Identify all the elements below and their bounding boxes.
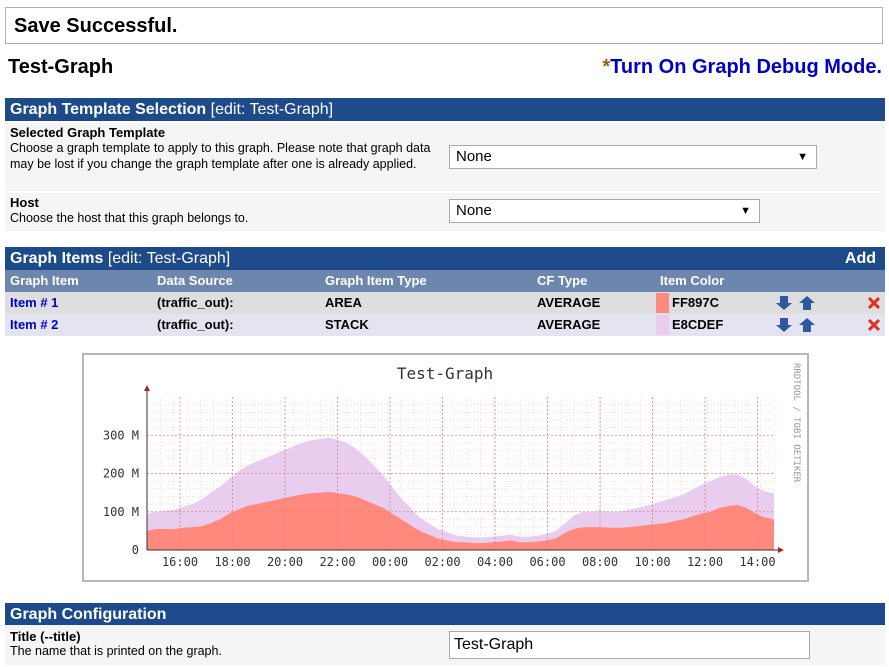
- item-color-hex: E8CDEF: [672, 317, 724, 332]
- y-tick-label: 200 M: [103, 467, 139, 481]
- delete-icon[interactable]: [868, 297, 880, 309]
- host-select[interactable]: None ▼: [449, 199, 760, 223]
- item-type: AREA: [325, 295, 362, 310]
- item-color-hex: FF897C: [672, 295, 719, 310]
- col-cf-type: CF Type: [537, 273, 588, 288]
- x-tick-label: 04:00: [477, 555, 513, 569]
- x-tick-label: 06:00: [529, 555, 565, 569]
- graph-preview: 16:00 18:00 20:00 22:00 00:00 02:00 04:00 06:00…: [82, 353, 809, 582]
- items-table-header: Graph Item Data Source Graph Item Type C…: [5, 270, 885, 292]
- y-tick-label: 0: [132, 543, 139, 557]
- item-cf: AVERAGE: [537, 295, 601, 310]
- config-title-desc: The name that is printed on the graph.: [10, 644, 222, 658]
- x-tick-label: 14:00: [739, 555, 775, 569]
- config-title-label: Title (--title): [10, 629, 81, 644]
- table-row: Item # 1 (traffic_out): AREA AVERAGE FF8…: [5, 292, 885, 314]
- item-link[interactable]: Item # 1: [10, 295, 59, 310]
- y-tick-label: 100 M: [103, 505, 139, 519]
- x-tick-label: 16:00: [162, 555, 198, 569]
- chart-title: Test-Graph: [397, 364, 493, 383]
- x-tick-label: 02:00: [424, 555, 460, 569]
- chevron-down-icon: ▼: [740, 205, 751, 217]
- page-title: Test-Graph: [8, 56, 114, 78]
- template-edit-label: [edit: Test-Graph]: [210, 101, 334, 118]
- table-row: Item # 2 (traffic_out): STACK AVERAGE E8…: [5, 314, 885, 336]
- move-up-icon[interactable]: [798, 295, 816, 311]
- col-graph-item: Graph Item: [10, 273, 79, 288]
- item-cf: AVERAGE: [537, 317, 601, 332]
- col-data-source: Data Source: [157, 273, 233, 288]
- item-type: STACK: [325, 317, 369, 332]
- host-label: Host: [10, 195, 39, 210]
- graph-template-select[interactable]: None ▼: [449, 145, 817, 169]
- graph-title-input[interactable]: Test-Graph: [449, 631, 810, 659]
- series-area: [147, 491, 774, 550]
- rrd-chart: 16:00 18:00 20:00 22:00 00:00 02:00 04:00 06:00…: [103, 363, 801, 569]
- col-item-type: Graph Item Type: [325, 273, 427, 288]
- debug-star: *: [602, 56, 611, 78]
- move-down-icon[interactable]: [775, 295, 793, 311]
- add-item-button[interactable]: Add: [844, 250, 876, 267]
- move-down-icon[interactable]: [775, 317, 793, 333]
- col-item-color: Item Color: [660, 273, 725, 288]
- config-section-header: Graph Configuration: [5, 603, 885, 626]
- item-link[interactable]: Item # 2: [10, 317, 59, 332]
- x-tick-label: 22:00: [319, 555, 355, 569]
- delete-icon[interactable]: [868, 319, 880, 331]
- x-tick-label: 08:00: [582, 555, 618, 569]
- x-tick-label: 00:00: [372, 555, 408, 569]
- items-edit-label: [edit: Test-Graph]: [107, 250, 231, 267]
- item-source: (traffic_out):: [157, 317, 234, 332]
- x-tick-label: 10:00: [634, 555, 670, 569]
- items-section-header: Graph Items [edit: Test-Graph] Add: [5, 247, 885, 270]
- x-tick-label: 18:00: [214, 555, 250, 569]
- y-tick-label: 300 M: [103, 428, 139, 442]
- items-section-title: Graph Items: [10, 250, 104, 267]
- template-desc: Choose a graph template to apply to this…: [10, 141, 431, 171]
- x-axis-arrow: [778, 547, 784, 553]
- save-message: Save Successful.: [5, 7, 883, 44]
- color-swatch: [656, 315, 669, 335]
- debug-link-label[interactable]: Turn On Graph Debug Mode.: [610, 56, 882, 78]
- item-source: (traffic_out):: [157, 295, 234, 310]
- template-section-title: Graph Template Selection: [10, 101, 207, 118]
- graph-template-value: None: [456, 148, 492, 165]
- config-section-title: Graph Configuration: [10, 606, 167, 623]
- color-swatch: [656, 293, 669, 313]
- x-tick-label: 20:00: [267, 555, 303, 569]
- debug-mode-link[interactable]: *Turn On Graph Debug Mode.: [602, 56, 882, 79]
- host-value: None: [456, 202, 492, 219]
- template-section-header: Graph Template Selection [edit: Test-Gra…: [5, 98, 885, 121]
- move-up-icon[interactable]: [798, 317, 816, 333]
- template-label: Selected Graph Template: [10, 125, 166, 140]
- host-desc: Choose the host that this graph belongs …: [10, 211, 249, 225]
- watermark-text: RRDTOOL / TOBI OETIKER: [791, 363, 801, 483]
- x-tick-label: 12:00: [687, 555, 723, 569]
- y-axis-arrow: [144, 385, 150, 391]
- chevron-down-icon: ▼: [797, 151, 808, 163]
